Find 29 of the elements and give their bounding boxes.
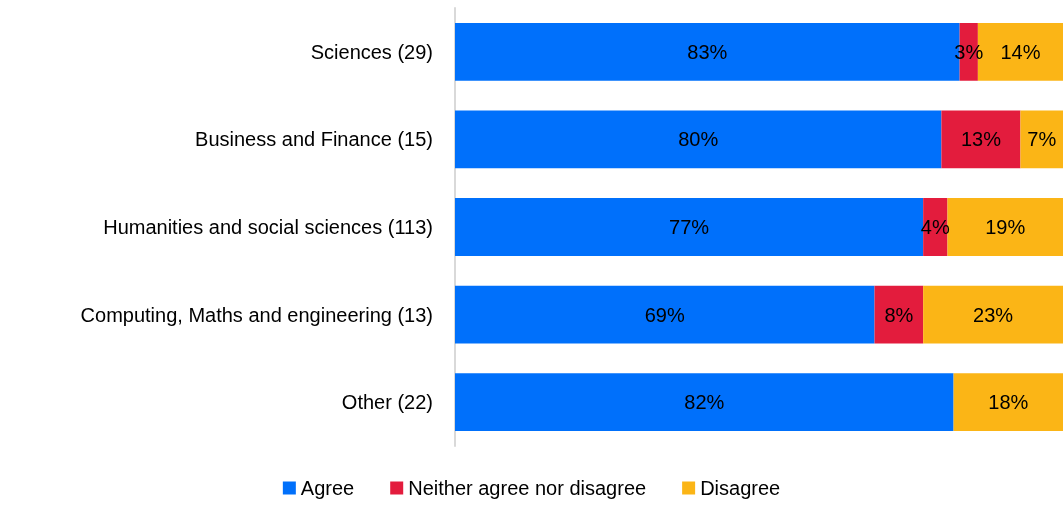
bar <box>923 285 1063 344</box>
data-label: 23% <box>973 303 1014 326</box>
legend-label: Neither agree nor disagree <box>408 477 647 499</box>
data-label: 19% <box>985 216 1026 238</box>
bar <box>947 198 1063 256</box>
data-label: 14% <box>1000 40 1041 63</box>
data-label: 80% <box>678 128 719 151</box>
bar <box>455 373 954 432</box>
data-label: 77% <box>669 216 710 238</box>
data-label: 18% <box>988 391 1029 414</box>
y-tick-label: Business and Finance (15) <box>195 128 433 151</box>
legend-label: Disagree <box>700 477 781 499</box>
data-label: 7% <box>1027 128 1057 151</box>
data-label: 82% <box>684 391 725 414</box>
bar <box>953 373 1063 432</box>
legend-label: Agree <box>300 477 355 499</box>
bar <box>455 110 942 169</box>
bar <box>941 110 1021 169</box>
y-tick-label: Computing, Maths and engineering (13) <box>80 303 433 326</box>
data-label: 8% <box>884 303 914 326</box>
y-tick-label: Humanities and social sciences (113) <box>103 216 433 238</box>
bar <box>874 285 924 344</box>
y-tick-label: Other (22) <box>341 391 433 414</box>
bar <box>455 285 875 344</box>
y-tick-label: Sciences (29) <box>310 40 433 63</box>
data-label: 69% <box>644 303 685 326</box>
data-label: 13% <box>960 128 1002 151</box>
data-label: 83% <box>687 40 728 63</box>
bar <box>1020 110 1063 169</box>
